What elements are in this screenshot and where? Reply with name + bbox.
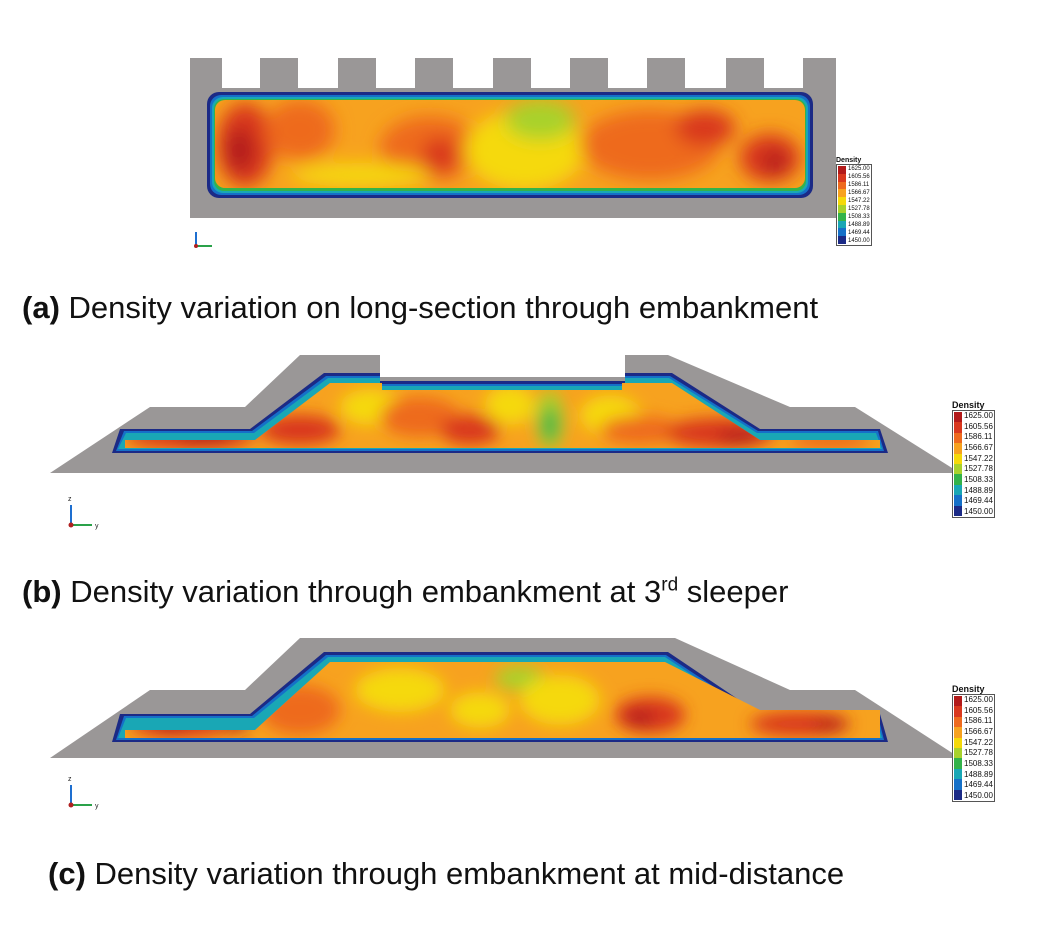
legend-colorbar bbox=[954, 412, 962, 517]
caption-text: Density variation through embankment at … bbox=[94, 856, 845, 891]
caption-superscript: rd bbox=[661, 574, 679, 596]
density-legend-c: Density 1625.00 1605.56 1586.11 1566.67 … bbox=[952, 684, 995, 802]
axis-triad-b: y z bbox=[68, 496, 99, 530]
axis-label-y: y bbox=[95, 803, 99, 810]
caption-label: (c) bbox=[48, 856, 86, 891]
panel-b-contour-plot: y z bbox=[50, 355, 960, 530]
legend-tick: 1527.78 bbox=[964, 464, 993, 474]
legend-tick: 1527.78 bbox=[964, 748, 993, 758]
legend-tick: 1547.22 bbox=[964, 737, 993, 747]
legend-colorbar bbox=[954, 696, 962, 801]
axis-label-z: z bbox=[68, 776, 72, 783]
legend-tick: 1625.00 bbox=[848, 166, 870, 172]
legend-tick: 1586.11 bbox=[964, 432, 993, 442]
legend-tick: 1625.00 bbox=[964, 695, 993, 704]
legend-tick: 1625.00 bbox=[964, 411, 993, 420]
legend-tick: 1547.22 bbox=[848, 198, 870, 204]
legend-tick: 1488.89 bbox=[848, 222, 870, 228]
legend-title: Density bbox=[952, 684, 985, 694]
density-legend-b: Density 1625.00 1605.56 1586.11 1566.67 … bbox=[952, 400, 995, 518]
legend-tick: 1469.44 bbox=[964, 780, 993, 790]
caption-text-end: sleeper bbox=[678, 574, 789, 609]
legend-tick: 1527.78 bbox=[848, 206, 870, 212]
legend-tick: 1566.67 bbox=[964, 442, 993, 452]
legend-tick: 1586.11 bbox=[848, 182, 870, 188]
legend-tick: 1508.33 bbox=[964, 758, 993, 768]
legend-colorbar bbox=[838, 166, 846, 244]
legend-tick: 1605.56 bbox=[964, 421, 993, 431]
legend-tick: 1450.00 bbox=[964, 790, 993, 800]
legend-tick: 1586.11 bbox=[964, 716, 993, 726]
legend-tick: 1605.56 bbox=[964, 705, 993, 715]
axis-label-y: y bbox=[95, 523, 99, 530]
caption-text: Density variation on long-section throug… bbox=[68, 290, 819, 325]
caption-a: (a) Density variation on long-section th… bbox=[22, 290, 818, 326]
legend-tick: 1508.33 bbox=[964, 474, 993, 484]
legend-title: Density bbox=[952, 400, 985, 410]
panel-c-contour-plot: y z bbox=[50, 638, 960, 810]
legend-tick: 1508.33 bbox=[848, 214, 870, 220]
legend-tick: 1547.22 bbox=[964, 453, 993, 463]
legend-tick: 1488.89 bbox=[964, 769, 993, 779]
panel-a-contour-plot bbox=[190, 58, 836, 248]
axis-triad-a bbox=[194, 232, 212, 248]
legend-tick: 1488.89 bbox=[964, 485, 993, 495]
legend-tick: 1566.67 bbox=[964, 726, 993, 736]
caption-b: (b) Density variation through embankment… bbox=[22, 574, 788, 610]
axis-label-z: z bbox=[68, 496, 72, 503]
axis-triad-c: y z bbox=[68, 776, 99, 810]
caption-text: Density variation through embankment at … bbox=[70, 574, 662, 609]
legend-tick: 1605.56 bbox=[848, 174, 870, 180]
density-legend-a: Density 1625.00 1605.56 1586.11 1566.67 … bbox=[836, 157, 872, 246]
legend-tick: 1450.00 bbox=[964, 506, 993, 516]
caption-label: (b) bbox=[22, 574, 62, 609]
legend-tick: 1450.00 bbox=[848, 238, 870, 244]
legend-tick: 1469.44 bbox=[848, 230, 870, 236]
caption-label: (a) bbox=[22, 290, 60, 325]
legend-tick: 1469.44 bbox=[964, 496, 993, 506]
legend-title: Density bbox=[836, 157, 862, 164]
caption-c: (c) Density variation through embankment… bbox=[48, 856, 844, 892]
legend-tick: 1566.67 bbox=[848, 190, 870, 196]
